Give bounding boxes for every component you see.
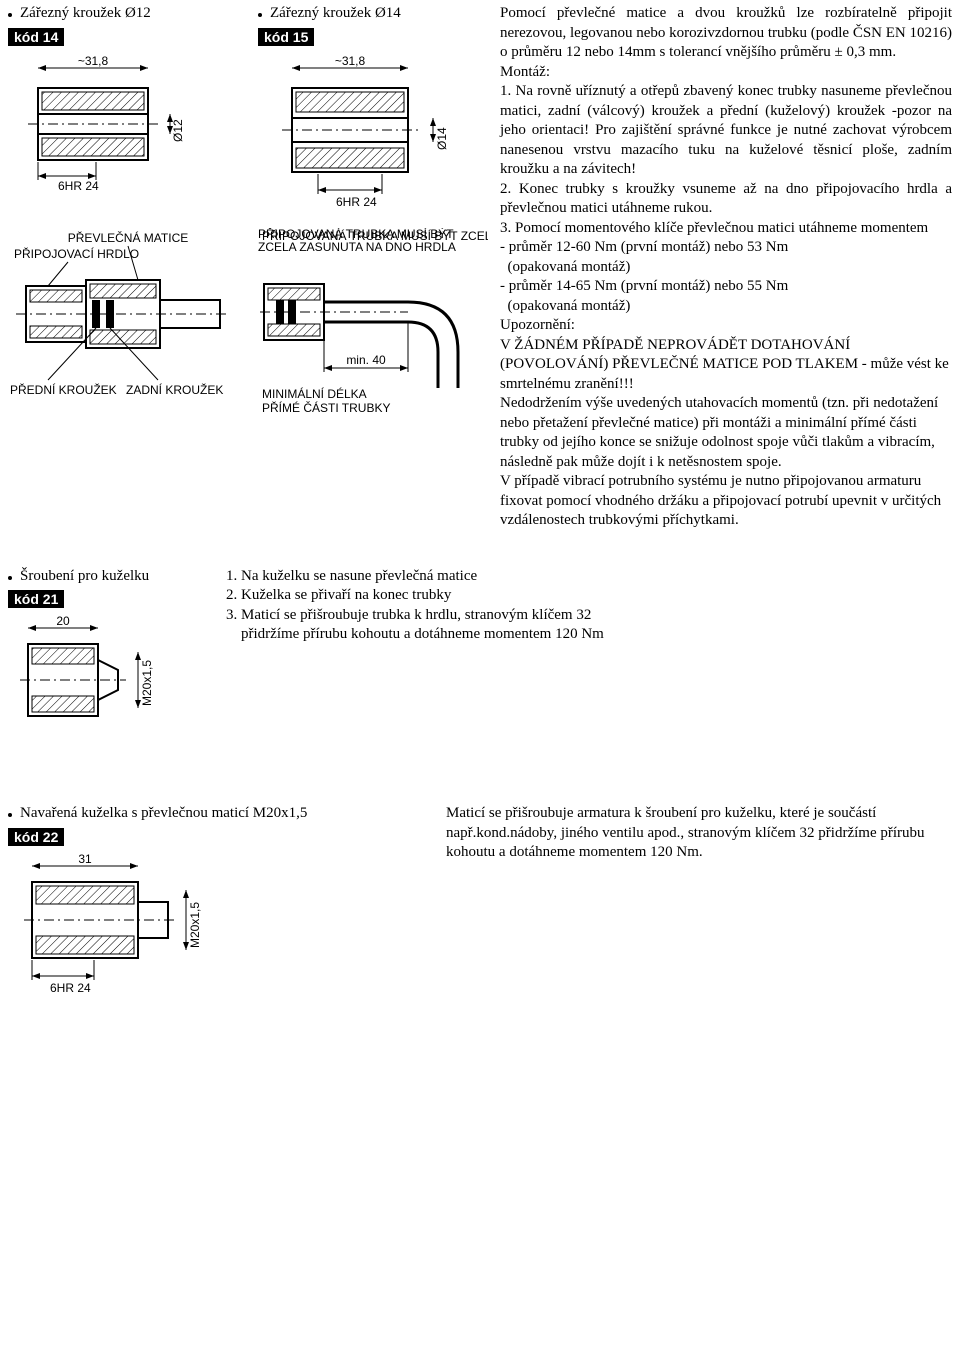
bent-tube-diagram: PŘIPOJOVANÁ TRUBKA MUSÍ BÝT ZCELA ZASUNU… [258,228,488,438]
ring12-title: Zářezný kroužek Ø12 [20,4,151,24]
warn-2: Nedodržením výše uvedených utahovacích m… [500,394,952,472]
montage-1: 1. Na rovně uříznutý a otřepů zbavený ko… [500,82,952,180]
scr22-para: Maticí se přišroubuje armatura k šrouben… [446,804,952,863]
scr21-block: Šroubení pro kuželku kód 21 20 M20x1,5 [8,567,208,735]
svg-text:6HR 24: 6HR 24 [50,981,91,995]
assembly-labelled-diagram: PŘEVLEČNÁ MATICE PŘIPOJOVACÍ HRDLO [8,230,234,420]
bullet-icon [8,576,12,580]
scr22-title: Navařená kuželka s převlečnou maticí M20… [20,804,307,824]
scr21-line3: 3. Maticí se přišroubuje trubka k hrdlu,… [226,606,952,626]
svg-text:6HR 24: 6HR 24 [58,179,99,192]
warn-head: Upozornění: [500,316,952,336]
scr21-title: Šroubení pro kuželku [20,567,149,587]
scr21-line1: 1. Na kuželku se nasune převlečná matice [226,567,952,587]
intro-para: Pomocí převlečné matice a dvou kroužků l… [500,4,952,63]
svg-text:Ø14: Ø14 [435,127,449,150]
svg-text:6HR 24: 6HR 24 [336,195,377,209]
main-text: Pomocí převlečné matice a dvou kroužků l… [500,4,952,531]
svg-text:20: 20 [56,614,70,628]
scr21-code: kód 21 [8,590,64,608]
montage-3: 3. Pomocí momentového klíče převlečnou m… [500,219,952,239]
scr22-block: Navařená kuželka s převlečnou maticí M20… [8,804,428,1002]
svg-text:MINIMÁLNÍ DÉLKA: MINIMÁLNÍ DÉLKA [262,386,367,401]
scr22-text: Maticí se přišroubuje armatura k šrouben… [446,804,952,1002]
scr21-text: 1. Na kuželku se nasune převlečná matice… [226,567,952,735]
ring14-code: kód 15 [258,28,314,46]
svg-text:PŘIPOJOVACÍ HRDLO: PŘIPOJOVACÍ HRDLO [14,246,139,261]
warn-1: V ŽÁDNÉM PŘÍPADĚ NEPROVÁDĚT DOTAHOVÁNÍ (… [500,336,952,395]
svg-text:~31,8: ~31,8 [335,54,366,68]
montage-head: Montáž: [500,63,952,83]
svg-text:PŘEDNÍ KROUŽEK: PŘEDNÍ KROUŽEK [10,382,117,397]
svg-text:M20x1,5: M20x1,5 [140,660,154,706]
bullet-icon [8,813,12,817]
m3-line-b2: (opakovaná montáž) [500,297,952,317]
svg-text:PŘÍMÉ ČÁSTI TRUBKY: PŘÍMÉ ČÁSTI TRUBKY [262,400,390,415]
scr22-code: kód 22 [8,828,64,846]
svg-text:ZADNÍ KROUŽEK: ZADNÍ KROUŽEK [126,382,223,397]
ring12-diagram: ~31,8 Ø12 6HR 24 [8,52,208,192]
ring12-code: kód 14 [8,28,64,46]
bullet-icon [258,13,262,17]
scr21-diagram: 20 M20x1,5 [8,614,168,734]
bullet-icon [8,13,12,17]
m3-line-b: - průměr 14-65 Nm (první montáž) nebo 55… [500,277,952,297]
svg-text:PŘEVLEČNÁ MATICE: PŘEVLEČNÁ MATICE [68,230,188,245]
m3-line-a2: (opakovaná montáž) [500,258,952,278]
scr21-line2: 2. Kuželka se přivaří na konec trubky [226,586,952,606]
svg-text:min. 40: min. 40 [346,353,386,367]
svg-text:~31,8: ~31,8 [78,54,109,68]
scr22-diagram: 31 M20x1,5 6HR 24 [8,852,208,1002]
montage-2: 2. Konec trubky s kroužky vsuneme až na … [500,180,952,219]
svg-text:31: 31 [78,852,92,866]
svg-text:Ø12: Ø12 [171,119,185,142]
warn-3: V případě vibrací potrubního systému je … [500,472,952,531]
tube-insert-note: PŘIPOJOVANÁ TRUBKA MUSÍ BÝTZCELA ZASUNUT… [258,228,484,254]
svg-text:M20x1,5: M20x1,5 [188,902,202,948]
ring12-block: Zářezný kroužek Ø12 kód 14 ~31,8 [8,4,234,531]
scr21-line3b: přidržíme přírubu kohoutu a dotáhneme mo… [226,625,952,645]
m3-line-a: - průměr 12-60 Nm (první montáž) nebo 53… [500,238,952,258]
ring14-title: Zářezný kroužek Ø14 [270,4,401,24]
ring14-diagram: ~31,8 Ø14 6HR 24 [258,52,468,212]
ring14-block: Zářezný kroužek Ø14 kód 15 ~31,8 Ø14 6H [258,4,488,531]
